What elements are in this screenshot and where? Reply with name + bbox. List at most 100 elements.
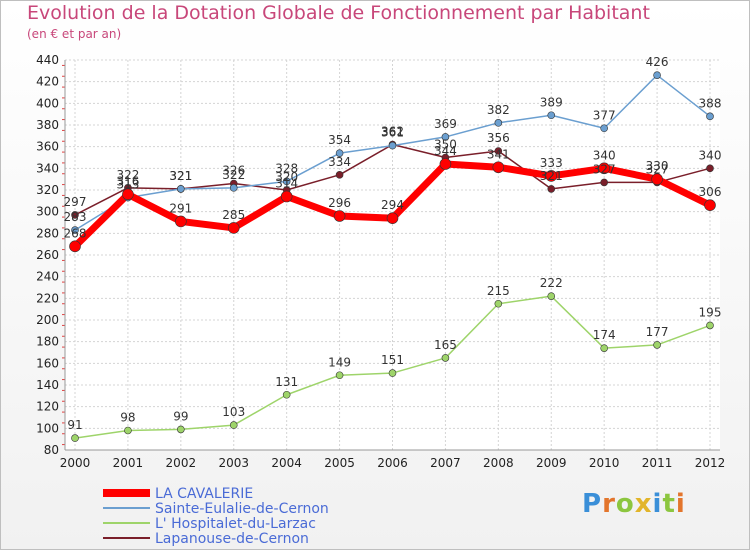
data-label-lapanouse-de-cernon: 327 <box>646 162 669 176</box>
data-label-l-hospitalet-du-larzac: 131 <box>275 375 298 389</box>
y-tick-label: 220 <box>36 291 59 305</box>
data-point-sainte-eulalie-de-cernon <box>706 112 714 121</box>
data-label-sainte-eulalie-de-cernon: 283 <box>64 210 87 224</box>
x-tick-label: 2005 <box>324 456 355 470</box>
data-label-la-cavalerie: 344 <box>434 144 457 158</box>
data-label-l-hospitalet-du-larzac: 91 <box>67 418 82 432</box>
grid-lines <box>65 59 720 451</box>
data-point-la-cavalerie <box>227 222 240 234</box>
x-tick-label: 2000 <box>60 456 91 470</box>
data-label-l-hospitalet-du-larzac: 99 <box>173 409 188 423</box>
data-point-lapanouse-de-cernon <box>71 211 79 219</box>
y-tick-label: 240 <box>36 270 59 284</box>
data-point-l-hospitalet-du-larzac <box>600 344 608 352</box>
data-point-lapanouse-de-cernon <box>547 185 556 193</box>
legend-label-lapanouse-de-cernon: Lapanouse-de-Cernon <box>155 531 309 547</box>
data-label-lapanouse-de-cernon: 321 <box>169 169 192 183</box>
legend-label-l-hospitalet-du-larzac: L' Hospitalet-du-Larzac <box>155 516 316 532</box>
data-point-l-hospitalet-du-larzac <box>547 292 556 300</box>
x-tick-label: 2004 <box>271 456 302 470</box>
data-point-sainte-eulalie-de-cernon <box>441 133 450 141</box>
data-label-lapanouse-de-cernon: 297 <box>64 195 87 209</box>
data-label-la-cavalerie: 340 <box>593 148 616 162</box>
data-label-lapanouse-de-cernon: 321 <box>540 169 563 183</box>
x-axis: 2000 2001 2002 2003 2004 2005 2006 2007 2008 2009… <box>60 449 725 470</box>
logo-letter: o <box>615 489 635 519</box>
x-tick-label: 2002 <box>166 456 197 470</box>
data-point-sainte-eulalie-de-cernon <box>388 141 397 150</box>
y-tick-label: 400 <box>36 96 59 110</box>
data-label-lapanouse-de-cernon: 327 <box>593 162 616 176</box>
y-tick-label: 380 <box>36 118 59 132</box>
data-point-lapanouse-de-cernon <box>600 178 608 187</box>
data-label-sainte-eulalie-de-cernon: 388 <box>699 96 722 110</box>
data-label-sainte-eulalie-de-cernon: 322 <box>222 168 245 182</box>
data-label-la-cavalerie: 306 <box>699 185 722 199</box>
data-point-l-hospitalet-du-larzac <box>653 341 661 349</box>
data-point-la-cavalerie <box>651 173 663 185</box>
data-point-sainte-eulalie-de-cernon <box>177 185 185 193</box>
data-label-la-cavalerie: 268 <box>64 226 87 240</box>
data-point-sainte-eulalie-de-cernon <box>653 71 661 79</box>
data-label-l-hospitalet-du-larzac: 195 <box>699 305 722 319</box>
data-point-l-hospitalet-du-larzac <box>706 321 714 330</box>
data-points <box>69 71 716 442</box>
data-label-sainte-eulalie-de-cernon: 361 <box>381 126 404 140</box>
data-label-la-cavalerie: 341 <box>487 147 510 161</box>
data-label-lapanouse-de-cernon: 326 <box>222 164 245 178</box>
data-label-sainte-eulalie-de-cernon: 328 <box>275 161 298 175</box>
data-point-sainte-eulalie-de-cernon <box>494 119 503 127</box>
data-label-sainte-eulalie-de-cernon: 389 <box>540 95 563 109</box>
y-tick-label: 440 <box>36 53 59 67</box>
data-point-l-hospitalet-du-larzac <box>229 421 238 429</box>
data-label-l-hospitalet-du-larzac: 174 <box>593 328 616 342</box>
y-tick-label: 300 <box>36 205 59 219</box>
x-tick-label: 2011 <box>642 456 673 470</box>
y-tick-label: 340 <box>36 161 59 175</box>
legend-label-sainte-eulalie-de-cernon: Sainte-Eulalie-de-Cernon <box>155 501 329 517</box>
data-point-lapanouse-de-cernon <box>494 147 503 155</box>
data-point-la-cavalerie <box>439 158 452 170</box>
logo-letter: x <box>634 489 653 519</box>
data-label-sainte-eulalie-de-cernon: 382 <box>487 103 510 117</box>
data-point-la-cavalerie <box>122 188 134 201</box>
data-label-sainte-eulalie-de-cernon: 426 <box>646 55 669 69</box>
data-point-l-hospitalet-du-larzac <box>388 369 397 377</box>
legend-label-la-cavalerie: LA CAVALERIE <box>155 486 253 502</box>
data-point-sainte-eulalie-de-cernon <box>71 226 79 234</box>
x-tick-label: 2007 <box>430 456 461 470</box>
data-label-lapanouse-de-cernon: 320 <box>275 170 298 184</box>
data-point-sainte-eulalie-de-cernon <box>229 184 238 192</box>
data-label-l-hospitalet-du-larzac: 149 <box>328 355 351 369</box>
data-point-la-cavalerie <box>386 212 399 224</box>
data-point-la-cavalerie <box>704 199 716 211</box>
data-label-l-hospitalet-du-larzac: 98 <box>120 411 135 425</box>
data-label-lapanouse-de-cernon: 322 <box>116 168 139 182</box>
data-label-lapanouse-de-cernon: 356 <box>487 131 510 145</box>
x-tick-label: 2003 <box>218 456 249 470</box>
data-point-sainte-eulalie-de-cernon <box>547 111 556 120</box>
data-point-l-hospitalet-du-larzac <box>124 426 132 435</box>
data-point-la-cavalerie <box>545 170 558 182</box>
data-label-la-cavalerie: 291 <box>169 201 192 215</box>
x-tick-label: 2010 <box>589 456 620 470</box>
data-point-l-hospitalet-du-larzac <box>494 299 503 308</box>
y-tick-label: 160 <box>36 356 59 370</box>
data-label-sainte-eulalie-de-cernon: 313 <box>116 178 139 192</box>
data-label-la-cavalerie: 296 <box>328 196 351 210</box>
data-label-la-cavalerie: 333 <box>540 156 563 170</box>
data-point-lapanouse-de-cernon <box>706 164 714 173</box>
y-tick-label: 80 <box>44 443 59 457</box>
data-label-sainte-eulalie-de-cernon: 369 <box>434 117 457 131</box>
data-label-l-hospitalet-du-larzac: 165 <box>434 338 457 352</box>
y-tick-label: 100 <box>36 421 59 435</box>
data-point-la-cavalerie <box>175 215 187 228</box>
data-label-l-hospitalet-du-larzac: 177 <box>646 325 669 339</box>
data-point-la-cavalerie <box>280 190 293 203</box>
data-label-lapanouse-de-cernon: 340 <box>699 148 722 162</box>
y-tick-label: 120 <box>36 400 59 414</box>
data-label-lapanouse-de-cernon: 362 <box>381 125 404 139</box>
y-tick-label: 280 <box>36 226 59 240</box>
x-tick-label: 2008 <box>483 456 514 470</box>
